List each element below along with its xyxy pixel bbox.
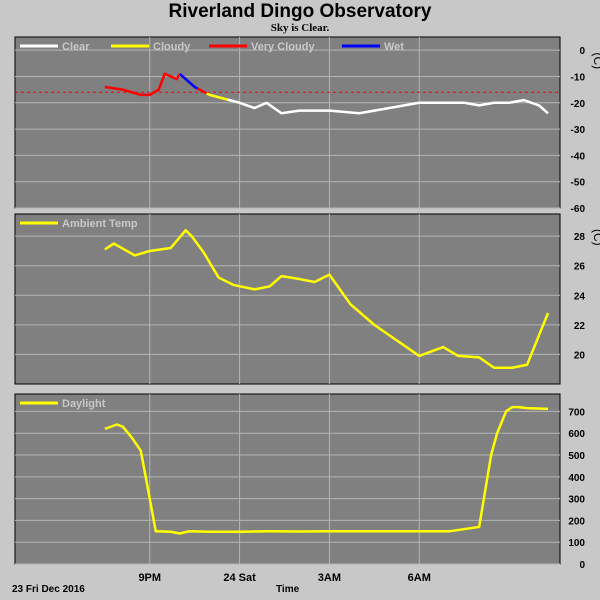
sky-temperature-ytick-0: 0 <box>579 46 585 57</box>
sky-temperature-segment-0 <box>104 72 181 97</box>
sky-temperature-legend-label-1: Cloudy <box>153 41 191 53</box>
daylight-ytick-6: 100 <box>568 538 585 549</box>
ambient-temperature-line <box>104 229 550 369</box>
sky-temperature-panel <box>14 36 561 209</box>
ambient-temperature-ytick-1: 26 <box>574 262 586 273</box>
ambient-temperature-ytick-4: 20 <box>574 350 586 361</box>
x-tick-3: 6AM <box>408 572 431 584</box>
ambient-temperature-unit: (C) <box>591 229 600 246</box>
ambient-temperature-ytick-2: 24 <box>574 291 586 302</box>
daylight-ytick-3: 400 <box>568 473 585 484</box>
ambient-temperature-legend-label-0: Ambient Temp <box>62 218 138 230</box>
x-tick-0: 9PM <box>138 572 161 584</box>
sky-temperature-segment-2 <box>197 87 208 95</box>
sky-temperature-legend-label-0: Clear <box>62 41 90 53</box>
ambient-temperature-ytick-3: 22 <box>574 321 586 332</box>
daylight-ytick-0: 700 <box>568 407 585 418</box>
chart-title: Riverland Dingo Observatory <box>168 1 432 22</box>
sky-temperature-segment-3 <box>206 92 228 101</box>
daylight-panel <box>14 393 561 565</box>
sky-temperature-ytick-2: -20 <box>571 99 586 110</box>
x-tick-2: 3AM <box>318 572 341 584</box>
sky-temperature-ytick-1: -10 <box>571 72 586 83</box>
chart-subtitle: Sky is Clear. <box>270 22 330 34</box>
sky-temperature-ytick-3: -30 <box>571 125 586 136</box>
daylight-legend-label-0: Daylight <box>62 398 106 410</box>
daylight-ytick-1: 600 <box>568 429 585 440</box>
x-tick-1: 24 Sat <box>223 572 256 584</box>
sky-temperature-unit: (C) <box>591 53 600 70</box>
sky-temperature-segment-1 <box>178 72 199 90</box>
sky-temperature-legend-label-2: Very Cloudy <box>251 41 315 53</box>
x-axis-label: Time <box>276 584 300 595</box>
daylight-ytick-2: 500 <box>568 451 585 462</box>
daylight-ytick-5: 200 <box>568 516 585 527</box>
daylight-ytick-7: 0 <box>579 560 585 571</box>
ambient-temperature-ytick-0: 28 <box>574 232 586 243</box>
daylight-ytick-4: 300 <box>568 495 585 506</box>
sky-temperature-ytick-5: -50 <box>571 178 586 189</box>
sky-temperature-legend-label-3: Wet <box>384 41 404 53</box>
sky-temperature-ytick-4: -40 <box>571 151 586 162</box>
sky-temperature-segment-4 <box>227 98 549 115</box>
date-label: 23 Fri Dec 2016 <box>12 584 85 595</box>
sky-temperature-ytick-6: -60 <box>571 204 586 215</box>
daylight-line <box>104 405 549 535</box>
